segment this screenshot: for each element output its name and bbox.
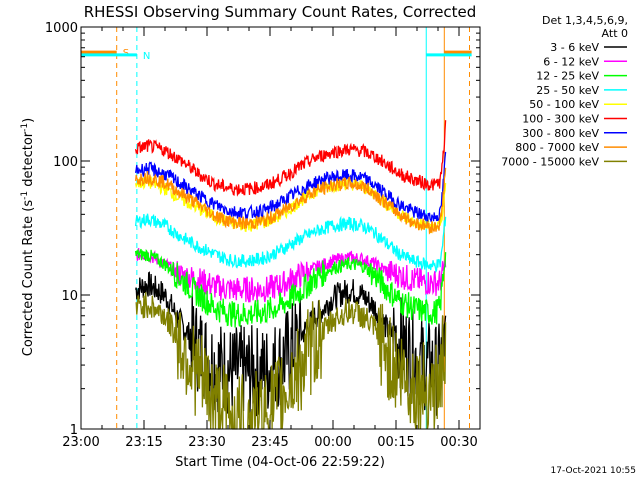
legend-label: 12 - 25 keV (536, 70, 599, 83)
plot-frame (80, 26, 481, 430)
y-axis-title-mid: detector (21, 131, 36, 191)
series-line-8 (135, 292, 447, 430)
axes: 1 10 100 1000 23:00 23:15 23:30 23:45 00:00 00:15… (45, 21, 481, 450)
legend-label: 6 - 12 keV (543, 55, 599, 68)
y-tick-label: 100 (53, 155, 78, 170)
legend-label: 25 - 50 keV (536, 84, 599, 97)
legend-label: 800 - 7000 keV (515, 141, 599, 154)
chart-title: RHESSI Observing Summary Count Rates, Co… (84, 3, 477, 21)
legend-label: 7000 - 15000 keV (501, 155, 599, 168)
y-axis-title-end: ) (21, 118, 36, 123)
y-tick-label: 1000 (45, 21, 78, 36)
y-axis-title-main: Corrected Count Rate (s (21, 200, 36, 357)
y-axis-title-sup2: -1 (20, 123, 30, 132)
x-tick-label: 00:15 (377, 435, 414, 450)
series-line-2 (134, 248, 447, 328)
x-tick-label: 00:00 (314, 435, 351, 450)
y-axis-title: Corrected Count Rate (s-1 detector-1) (20, 118, 36, 356)
legend-label: 3 - 6 keV (550, 41, 599, 54)
series-line-3 (134, 213, 447, 274)
x-tick-label: 23:45 (251, 435, 288, 450)
legend-label: 300 - 800 keV (522, 127, 599, 140)
legend-label: 50 - 100 keV (529, 98, 599, 111)
legend-header: Det 1,3,4,5,6,9, (542, 14, 628, 27)
attenuator-markers: SN (81, 48, 472, 62)
footer-timestamp: 17-Oct-2021 10:55 (551, 466, 636, 476)
x-tick-label: 00:30 (440, 435, 477, 450)
marker-label: N (143, 51, 150, 62)
x-tick-label: 23:30 (188, 435, 225, 450)
legend-header: Att 0 (602, 27, 628, 40)
y-tick-label: 10 (61, 289, 78, 304)
x-tick-label: 23:15 (125, 435, 162, 450)
series-line-1 (135, 247, 447, 303)
series-line-5 (134, 120, 447, 197)
x-axis-title: Start Time (04-Oct-06 22:59:22) (175, 455, 385, 470)
y-axis-title-sup1: -1 (20, 191, 30, 200)
series-layer (134, 120, 447, 430)
series-line-7 (134, 167, 447, 235)
x-tick-label: 23:00 (62, 435, 99, 450)
legend-label: 100 - 300 keV (522, 113, 599, 126)
y-tick-label: 1 (70, 423, 78, 438)
series-line-6 (134, 151, 447, 225)
